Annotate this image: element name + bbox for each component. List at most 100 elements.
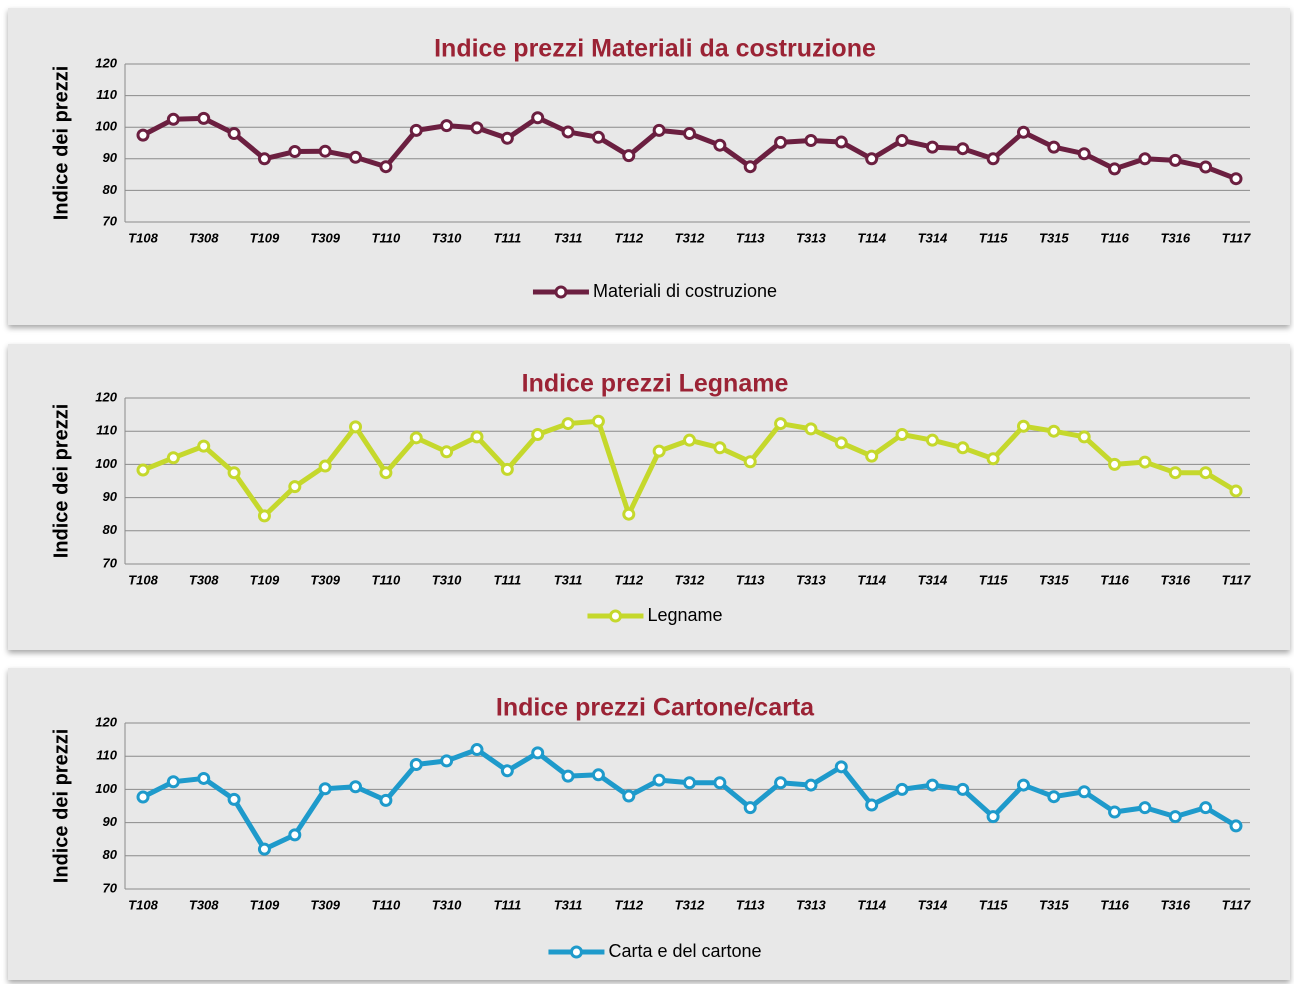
point [257,509,271,523]
point [804,422,818,436]
x-tick-label: T310 [432,897,462,912]
point [470,743,484,757]
legend-label: Legname [647,605,722,625]
point [531,111,545,125]
x-tick-label: T115 [979,897,1008,912]
point [743,455,757,469]
point [1108,162,1122,176]
y-tick-label: 120 [95,389,117,404]
point [136,790,150,804]
x-tick-label: T111 [493,230,521,245]
point [1168,810,1182,824]
x-tick-label: T116 [1100,230,1129,245]
x-tick-label: T313 [796,572,826,587]
x-tick-label: T308 [189,572,219,587]
point [1016,778,1030,792]
point [197,111,211,125]
x-tick-label: T315 [1039,897,1069,912]
point [500,764,514,778]
point [986,452,1000,466]
x-tick-label: T110 [372,572,401,587]
point [1138,801,1152,815]
point [895,428,909,442]
x-tick-label: T316 [1160,897,1190,912]
point [227,127,241,141]
x-tick-label: T311 [554,897,583,912]
x-tick-label: T115 [979,230,1008,245]
x-tick-label: T111 [493,572,521,587]
point [652,123,666,137]
x-tick-label: T113 [736,572,765,587]
y-tick-label: 70 [103,555,118,570]
y-tick-label: 80 [103,522,118,537]
point [136,463,150,477]
point [834,135,848,149]
point [1138,455,1152,469]
point [622,789,636,803]
point [349,420,363,434]
point [166,775,180,789]
point [1047,424,1061,438]
x-tick-label: T113 [736,230,765,245]
point [591,130,605,144]
point [136,128,150,142]
x-tick-label: T308 [189,230,219,245]
point [1168,466,1182,480]
point [804,778,818,792]
point [257,842,271,856]
point [1047,140,1061,154]
point [774,135,788,149]
x-tick-label: T312 [675,572,705,587]
x-tick-label: T112 [614,897,643,912]
legend-marker [608,609,622,623]
point [1168,153,1182,167]
point [531,746,545,760]
x-tick-label: T112 [614,572,643,587]
point [257,152,271,166]
x-tick-label: T313 [796,897,826,912]
point [531,428,545,442]
point [804,133,818,147]
point [1047,790,1061,804]
x-tick-label: T314 [918,897,948,912]
chart-title: Indice prezzi Materiali da costruzione [434,35,876,63]
point [1229,819,1243,833]
y-tick-label: 90 [103,150,118,165]
point [440,119,454,133]
point [956,142,970,156]
point [622,507,636,521]
point [865,449,879,463]
point [318,782,332,796]
point [743,160,757,174]
x-tick-label: T114 [857,897,886,912]
y-tick-label: 100 [95,119,117,134]
y-axis-label: Indice dei prezzi [50,404,72,558]
point [470,121,484,135]
x-tick-label: T109 [250,897,280,912]
point [561,769,575,783]
y-tick-label: 70 [103,213,118,228]
point [166,112,180,126]
point [743,801,757,815]
point [561,417,575,431]
x-tick-label: T310 [432,572,462,587]
point [349,780,363,794]
x-tick-label: T116 [1100,572,1129,587]
y-tick-label: 110 [96,87,117,102]
point [500,462,514,476]
y-tick-label: 90 [103,814,118,829]
x-tick-label: T114 [857,230,886,245]
point [318,144,332,158]
x-tick-label: T108 [128,572,158,587]
point [440,754,454,768]
x-tick-label: T109 [250,230,280,245]
x-tick-label: T110 [372,230,401,245]
x-tick-label: T109 [250,572,280,587]
point [652,773,666,787]
point [1229,172,1243,186]
x-tick-label: T316 [1160,572,1190,587]
point [622,149,636,163]
point [379,160,393,174]
